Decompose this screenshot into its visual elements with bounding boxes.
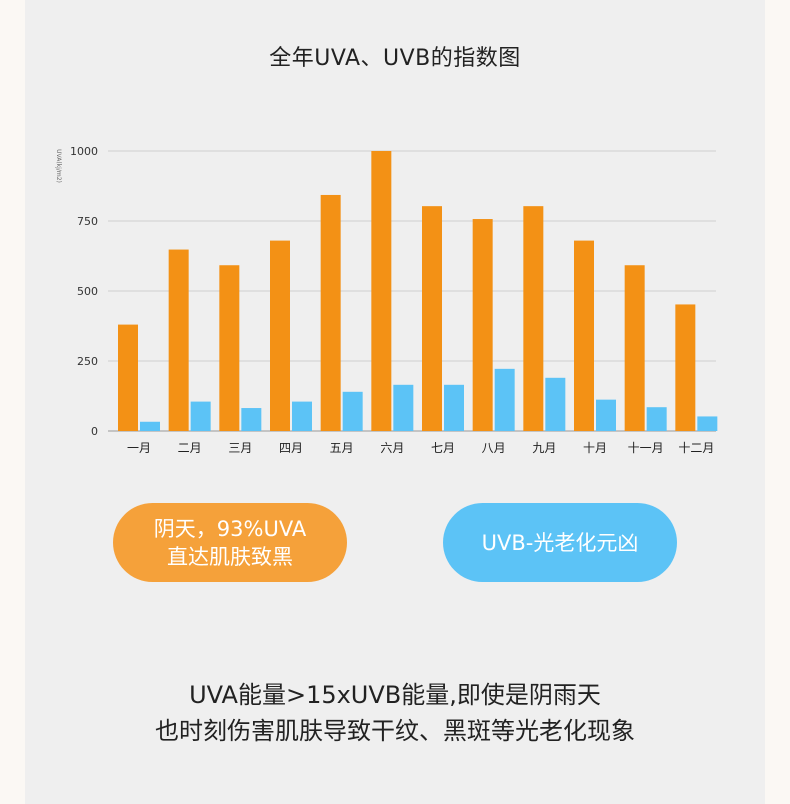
bar-chart: 0 250 500 750 1000 UVA(kj/m2) 一月 二月 三月 四月 五月 六月 七月 八月… [55, 145, 718, 455]
bar-uvb [646, 407, 667, 431]
uvb-pill-label: UVB-光老化元凶 [481, 530, 639, 555]
bar-uva [422, 206, 442, 431]
bar-uva [675, 304, 696, 431]
bar-uvb [342, 391, 363, 431]
bar-uvb [494, 368, 515, 431]
bar-uva [219, 265, 240, 431]
bar-uvb [697, 416, 718, 431]
bar-uvb [241, 408, 262, 431]
x-tick-label: 六月 [380, 441, 404, 455]
y-tick-label: 1000 [70, 145, 98, 158]
bar-uva [320, 194, 341, 431]
x-tick-label: 十月 [583, 441, 607, 455]
y-tick-label: 750 [77, 215, 98, 228]
y-axis-label: UVA(kj/m2) [55, 149, 62, 183]
bar-uva [472, 219, 493, 431]
bar-uva [574, 240, 594, 431]
bar-uvb [190, 401, 211, 431]
x-tick-label: 四月 [279, 441, 303, 455]
y-tick-label: 0 [91, 425, 98, 438]
x-tick-label: 十二月 [678, 441, 714, 455]
uva-info-pill: 阴天，93%UVA 直达肌肤致黑 [113, 503, 347, 582]
x-tick-label: 二月 [178, 441, 202, 455]
bar-uva [371, 151, 392, 431]
x-tick-label: 五月 [330, 441, 354, 455]
caption-line2: 也时刻伤害肌肤导致干纹、黑斑等光老化现象 [155, 717, 635, 745]
y-tick-label: 250 [77, 355, 98, 368]
bar-uva [270, 240, 290, 431]
uva-pill-line1: 阴天，93%UVA [153, 516, 307, 541]
caption-line1: UVA能量>15xUVB能量,即使是阴雨天 [189, 681, 601, 709]
x-tick-label: 十一月 [628, 441, 664, 455]
bar-uvb [596, 399, 616, 431]
bar-uvb [444, 384, 464, 431]
x-tick-label: 八月 [482, 441, 506, 455]
bar-uva [624, 265, 645, 431]
bar-uva [118, 324, 138, 431]
bar-uvb [140, 421, 160, 431]
bar-uvb [393, 384, 414, 431]
x-tick-label: 七月 [431, 441, 455, 455]
bar-uvb [292, 401, 312, 431]
uvb-info-pill: UVB-光老化元凶 [443, 503, 677, 582]
bar-uva [168, 249, 189, 431]
y-tick-label: 500 [77, 285, 98, 298]
x-tick-label: 九月 [532, 441, 556, 455]
bar-uvb [545, 377, 566, 431]
bar-uva [523, 206, 544, 431]
chart-title: 全年UVA、UVB的指数图 [269, 46, 521, 71]
x-tick-label: 三月 [228, 441, 252, 455]
uva-pill-line2: 直达肌肤致黑 [167, 544, 293, 569]
x-tick-label: 一月 [127, 441, 151, 455]
